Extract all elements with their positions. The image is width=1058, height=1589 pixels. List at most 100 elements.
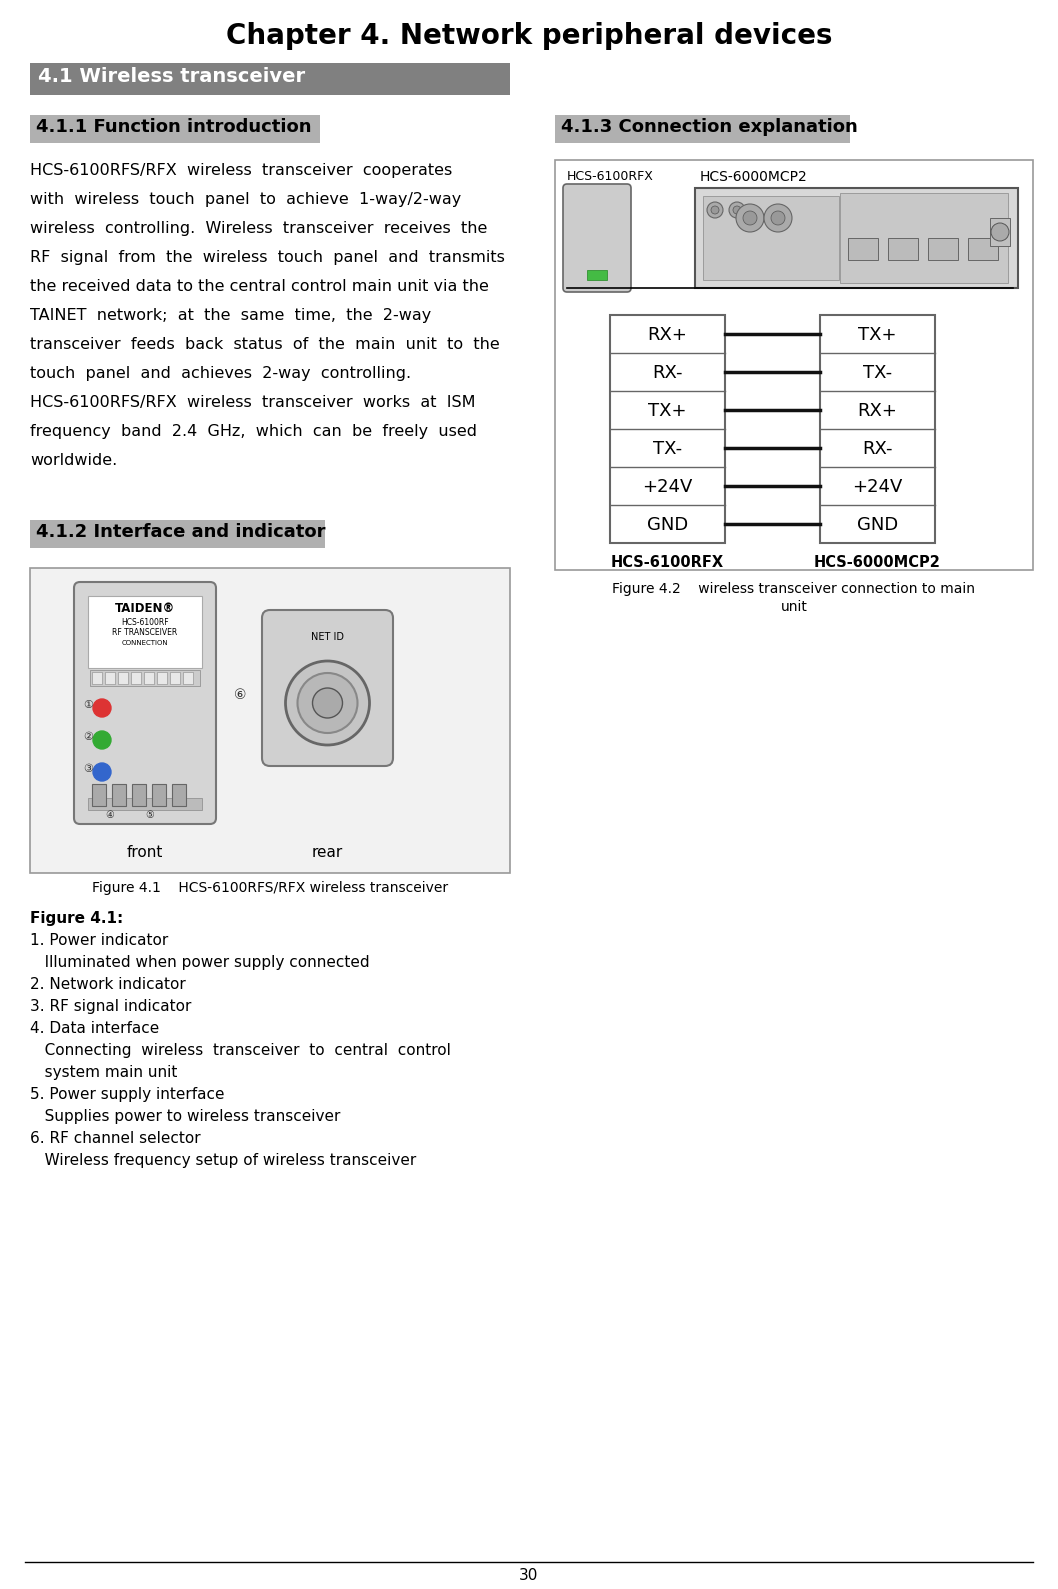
FancyBboxPatch shape xyxy=(262,610,393,766)
Text: Supplies power to wireless transceiver: Supplies power to wireless transceiver xyxy=(30,1109,341,1123)
Text: 4.1.2 Interface and indicator: 4.1.2 Interface and indicator xyxy=(36,523,326,540)
FancyBboxPatch shape xyxy=(92,672,102,683)
Text: wireless  controlling.  Wireless  transceiver  receives  the: wireless controlling. Wireless transceiv… xyxy=(30,221,488,237)
Text: GND: GND xyxy=(646,516,688,534)
Text: RF TRANSCEIVER: RF TRANSCEIVER xyxy=(112,628,178,637)
Text: ④: ④ xyxy=(106,810,114,820)
Circle shape xyxy=(991,222,1009,242)
Text: system main unit: system main unit xyxy=(30,1065,178,1081)
Circle shape xyxy=(297,674,358,733)
Text: TAIDEN®: TAIDEN® xyxy=(115,602,176,615)
Text: RX+: RX+ xyxy=(647,326,688,343)
Text: Figure 4.1:: Figure 4.1: xyxy=(30,910,123,926)
FancyBboxPatch shape xyxy=(88,596,202,667)
FancyBboxPatch shape xyxy=(170,672,180,683)
Text: Figure 4.2    wireless transceiver connection to main: Figure 4.2 wireless transceiver connecti… xyxy=(613,582,975,596)
Text: HCS-6100RFX: HCS-6100RFX xyxy=(567,170,654,183)
Text: 6. RF channel selector: 6. RF channel selector xyxy=(30,1131,201,1146)
Circle shape xyxy=(93,731,111,748)
Text: 4.1 Wireless transceiver: 4.1 Wireless transceiver xyxy=(38,67,305,86)
Circle shape xyxy=(93,699,111,717)
Circle shape xyxy=(711,207,719,215)
Text: RF  signal  from  the  wireless  touch  panel  and  transmits: RF signal from the wireless touch panel … xyxy=(30,249,505,265)
FancyBboxPatch shape xyxy=(88,798,202,810)
Text: ②: ② xyxy=(83,733,93,742)
Text: Chapter 4. Network peripheral devices: Chapter 4. Network peripheral devices xyxy=(225,22,833,49)
Text: rear: rear xyxy=(312,845,343,860)
FancyBboxPatch shape xyxy=(172,783,186,806)
FancyBboxPatch shape xyxy=(144,672,154,683)
FancyBboxPatch shape xyxy=(105,672,115,683)
FancyBboxPatch shape xyxy=(820,315,935,543)
Circle shape xyxy=(729,202,745,218)
Text: ③: ③ xyxy=(83,764,93,774)
FancyBboxPatch shape xyxy=(30,520,325,548)
FancyBboxPatch shape xyxy=(990,218,1010,246)
Circle shape xyxy=(771,211,785,226)
FancyBboxPatch shape xyxy=(968,238,999,261)
Text: touch  panel  and  achieves  2-way  controlling.: touch panel and achieves 2-way controlli… xyxy=(30,365,412,381)
Text: with  wireless  touch  panel  to  achieve  1-way/2-way: with wireless touch panel to achieve 1-w… xyxy=(30,192,461,207)
Text: RX+: RX+ xyxy=(858,402,897,419)
Text: frequency  band  2.4  GHz,  which  can  be  freely  used: frequency band 2.4 GHz, which can be fre… xyxy=(30,424,477,439)
Text: TX-: TX- xyxy=(653,440,682,458)
FancyBboxPatch shape xyxy=(30,64,510,95)
Text: Connecting  wireless  transceiver  to  central  control: Connecting wireless transceiver to centr… xyxy=(30,1042,451,1058)
Circle shape xyxy=(707,202,723,218)
Circle shape xyxy=(733,207,741,215)
Text: 5. Power supply interface: 5. Power supply interface xyxy=(30,1087,224,1103)
Text: ⑥: ⑥ xyxy=(234,688,247,702)
FancyBboxPatch shape xyxy=(152,783,166,806)
Text: CONNECTION: CONNECTION xyxy=(122,640,168,647)
Text: 3. RF signal indicator: 3. RF signal indicator xyxy=(30,999,191,1014)
FancyBboxPatch shape xyxy=(30,567,510,872)
Text: front: front xyxy=(127,845,163,860)
Text: Wireless frequency setup of wireless transceiver: Wireless frequency setup of wireless tra… xyxy=(30,1154,416,1168)
FancyBboxPatch shape xyxy=(840,192,1008,283)
FancyBboxPatch shape xyxy=(74,582,216,825)
Text: TX-: TX- xyxy=(863,364,892,381)
Text: ①: ① xyxy=(83,701,93,710)
FancyBboxPatch shape xyxy=(610,315,725,543)
Text: 4.1.1 Function introduction: 4.1.1 Function introduction xyxy=(36,118,311,137)
Text: worldwide.: worldwide. xyxy=(30,453,117,469)
FancyBboxPatch shape xyxy=(131,672,141,683)
Text: TAINET  network;  at  the  same  time,  the  2-way: TAINET network; at the same time, the 2-… xyxy=(30,308,432,323)
Text: RX-: RX- xyxy=(652,364,682,381)
Circle shape xyxy=(312,688,343,718)
Circle shape xyxy=(743,211,758,226)
FancyBboxPatch shape xyxy=(703,195,839,280)
FancyBboxPatch shape xyxy=(563,184,631,292)
Text: TX+: TX+ xyxy=(649,402,687,419)
FancyBboxPatch shape xyxy=(889,238,918,261)
Text: HCS-6100RFS/RFX  wireless  transceiver  works  at  ISM: HCS-6100RFS/RFX wireless transceiver wor… xyxy=(30,396,475,410)
Text: RX-: RX- xyxy=(862,440,893,458)
Text: 2. Network indicator: 2. Network indicator xyxy=(30,977,186,992)
Text: HCS-6000MCP2: HCS-6000MCP2 xyxy=(700,170,807,184)
Text: TX+: TX+ xyxy=(858,326,897,343)
FancyBboxPatch shape xyxy=(92,783,106,806)
Circle shape xyxy=(736,203,764,232)
Circle shape xyxy=(93,763,111,782)
Circle shape xyxy=(764,203,792,232)
Text: HCS-6100RFS/RFX  wireless  transceiver  cooperates: HCS-6100RFS/RFX wireless transceiver coo… xyxy=(30,164,452,178)
Text: unit: unit xyxy=(781,601,807,613)
Text: 30: 30 xyxy=(519,1568,539,1583)
FancyBboxPatch shape xyxy=(587,270,607,280)
Text: 1. Power indicator: 1. Power indicator xyxy=(30,933,168,949)
FancyBboxPatch shape xyxy=(118,672,128,683)
FancyBboxPatch shape xyxy=(157,672,167,683)
FancyBboxPatch shape xyxy=(555,114,850,143)
Text: the received data to the central control main unit via the: the received data to the central control… xyxy=(30,280,489,294)
FancyBboxPatch shape xyxy=(112,783,126,806)
Text: Illuminated when power supply connected: Illuminated when power supply connected xyxy=(30,955,369,969)
FancyBboxPatch shape xyxy=(928,238,959,261)
FancyBboxPatch shape xyxy=(695,188,1018,288)
Text: GND: GND xyxy=(857,516,898,534)
Text: +24V: +24V xyxy=(853,478,902,496)
FancyBboxPatch shape xyxy=(90,671,200,686)
Text: Figure 4.1    HCS-6100RFS/RFX wireless transceiver: Figure 4.1 HCS-6100RFS/RFX wireless tran… xyxy=(92,880,448,895)
Circle shape xyxy=(286,661,369,745)
Text: 4.1.3 Connection explanation: 4.1.3 Connection explanation xyxy=(561,118,858,137)
Text: transceiver  feeds  back  status  of  the  main  unit  to  the: transceiver feeds back status of the mai… xyxy=(30,337,499,353)
